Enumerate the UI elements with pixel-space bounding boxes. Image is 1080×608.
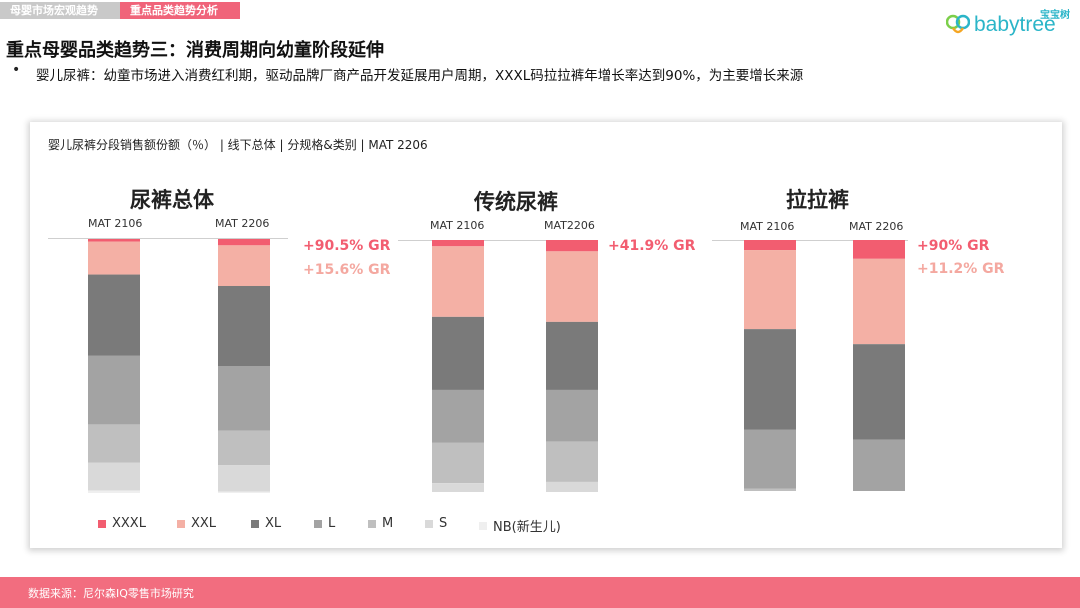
- legend-item-xl: XL: [251, 516, 281, 531]
- legend-label: S: [439, 516, 448, 531]
- legend-item-s: S: [425, 516, 447, 531]
- page-title: 重点母婴品类趋势三：消费周期向幼童阶段延伸: [6, 40, 384, 61]
- bar-label-trad-2106: MAT 2106: [430, 219, 485, 232]
- bar-segment-m-g0-b0: [88, 424, 140, 463]
- bar-segment-l-g2-b1: [853, 439, 905, 491]
- legend-swatch: [368, 519, 376, 528]
- legend-label: XXL: [191, 516, 217, 531]
- bar-segment-xxl-g0-b0: [88, 241, 140, 275]
- bar-label-pull-2206: MAT 2206: [849, 220, 904, 233]
- bar-segment-xxxl-g0-b0: [88, 239, 140, 242]
- legend-item-l: L: [314, 516, 335, 531]
- bar-label-trad-2206: MAT2206: [544, 219, 595, 232]
- legend-label: XL: [265, 516, 282, 531]
- bar-segment-m-g1-b0: [432, 442, 484, 484]
- bar-segment-xxxl-g2-b1: [853, 240, 905, 259]
- bar-segment-s-g0-b0: [88, 462, 140, 491]
- bar-segment-xxxl-g0-b1: [218, 239, 270, 246]
- legend-item-m: M: [368, 516, 393, 531]
- legend-item-xxl: XXL: [177, 516, 216, 531]
- legend-item-xxxl: XXXL: [98, 516, 146, 531]
- growth-label-total-xxxl: +90.5% GR: [303, 238, 391, 254]
- bar-segment-l-g2-b0: [744, 429, 796, 489]
- bar-segment-xxxl-g1-b0: [432, 240, 484, 247]
- bar-segment-l-g0-b0: [88, 355, 140, 425]
- chart-title: 婴儿尿裤分段销售额份额（％） | 线下总体 | 分规格&类别 | MAT 220…: [48, 138, 428, 152]
- legend-label: M: [382, 516, 394, 531]
- group-title-pullups: 拉拉裤: [786, 188, 849, 212]
- bar-segment-xl-g0-b1: [218, 285, 270, 366]
- footer-bar: 数据来源：尼尔森IQ零售市场研究: [0, 577, 1080, 608]
- bar-segment-m-g1-b1: [546, 441, 598, 482]
- bar-segment-xxl-g1-b1: [546, 251, 598, 322]
- tab-macro-trend[interactable]: 母婴市场宏观趋势: [0, 2, 130, 19]
- logo-cn-text: 宝宝树: [1040, 10, 1070, 21]
- bar-segment-xxl-g0-b1: [218, 245, 270, 286]
- group-title-total: 尿裤总体: [130, 188, 214, 212]
- baseline-traditional: [398, 240, 598, 241]
- logo-text: babytree: [974, 13, 1056, 36]
- legend-swatch: [251, 519, 259, 528]
- bar-segment-xxxl-g1-b1: [546, 240, 598, 252]
- bar-segment-s-g1-b1: [546, 481, 598, 492]
- legend-item-nb: NB(新生儿): [479, 516, 561, 535]
- baseline-total: [48, 238, 288, 239]
- legend-swatch: [479, 521, 487, 530]
- growth-label-trad-xxxl: +41.9% GR: [608, 238, 696, 254]
- legend-swatch: [425, 519, 433, 528]
- bar-segment-s-g0-b1: [218, 465, 270, 492]
- bar-label-total-2106: MAT 2106: [88, 217, 143, 230]
- growth-label-pull-xxl: +11.2% GR: [917, 261, 1005, 277]
- bar-segment-xxl-g2-b1: [853, 258, 905, 345]
- bar-segment-xl-g0-b0: [88, 274, 140, 356]
- legend-label: XXXL: [112, 516, 146, 531]
- legend-swatch: [177, 519, 185, 528]
- bar-segment-l-g1-b0: [432, 389, 484, 443]
- data-source: 数据来源：尼尔森IQ零售市场研究: [28, 587, 194, 600]
- legend-label: L: [328, 516, 336, 531]
- bar-segment-l-g0-b1: [218, 366, 270, 431]
- legend-swatch: [314, 519, 322, 528]
- bar-segment-xl-g2-b0: [744, 329, 796, 430]
- bar-segment-nb-g0-b1: [218, 491, 270, 493]
- babytree-logo-icon: [946, 14, 970, 34]
- bar-segment-m-g2-b0: [744, 488, 796, 491]
- tab-category-trend[interactable]: 重点品类趋势分析: [120, 2, 240, 19]
- bullet-text: 婴儿尿裤：幼童市场进入消费红利期，驱动品牌厂商产品开发延展用户周期，XXXL码拉…: [36, 68, 804, 84]
- bar-segment-xxl-g2-b0: [744, 250, 796, 330]
- bar-segment-m-g0-b1: [218, 430, 270, 466]
- legend-swatch: [98, 519, 106, 528]
- bullet-marker: •: [12, 62, 21, 78]
- bar-label-pull-2106: MAT 2106: [740, 220, 795, 233]
- bar-segment-s-g1-b0: [432, 483, 484, 492]
- group-title-traditional: 传统尿裤: [474, 190, 558, 214]
- bar-segment-nb-g0-b0: [88, 490, 140, 493]
- bar-segment-xxxl-g2-b0: [744, 240, 796, 251]
- bar-segment-xl-g1-b0: [432, 316, 484, 390]
- bar-segment-xxl-g1-b0: [432, 246, 484, 317]
- baseline-pullups: [712, 240, 908, 241]
- bar-segment-l-g1-b1: [546, 389, 598, 442]
- bar-segment-xl-g2-b1: [853, 344, 905, 440]
- legend-label: NB(新生儿): [493, 520, 561, 535]
- bar-label-total-2206: MAT 2206: [215, 217, 270, 230]
- growth-label-pull-xxxl: +90% GR: [917, 238, 990, 254]
- bar-segment-xl-g1-b1: [546, 321, 598, 390]
- growth-label-total-xxl: +15.6% GR: [303, 262, 391, 278]
- babytree-logo: babytree 宝宝树: [946, 4, 1072, 38]
